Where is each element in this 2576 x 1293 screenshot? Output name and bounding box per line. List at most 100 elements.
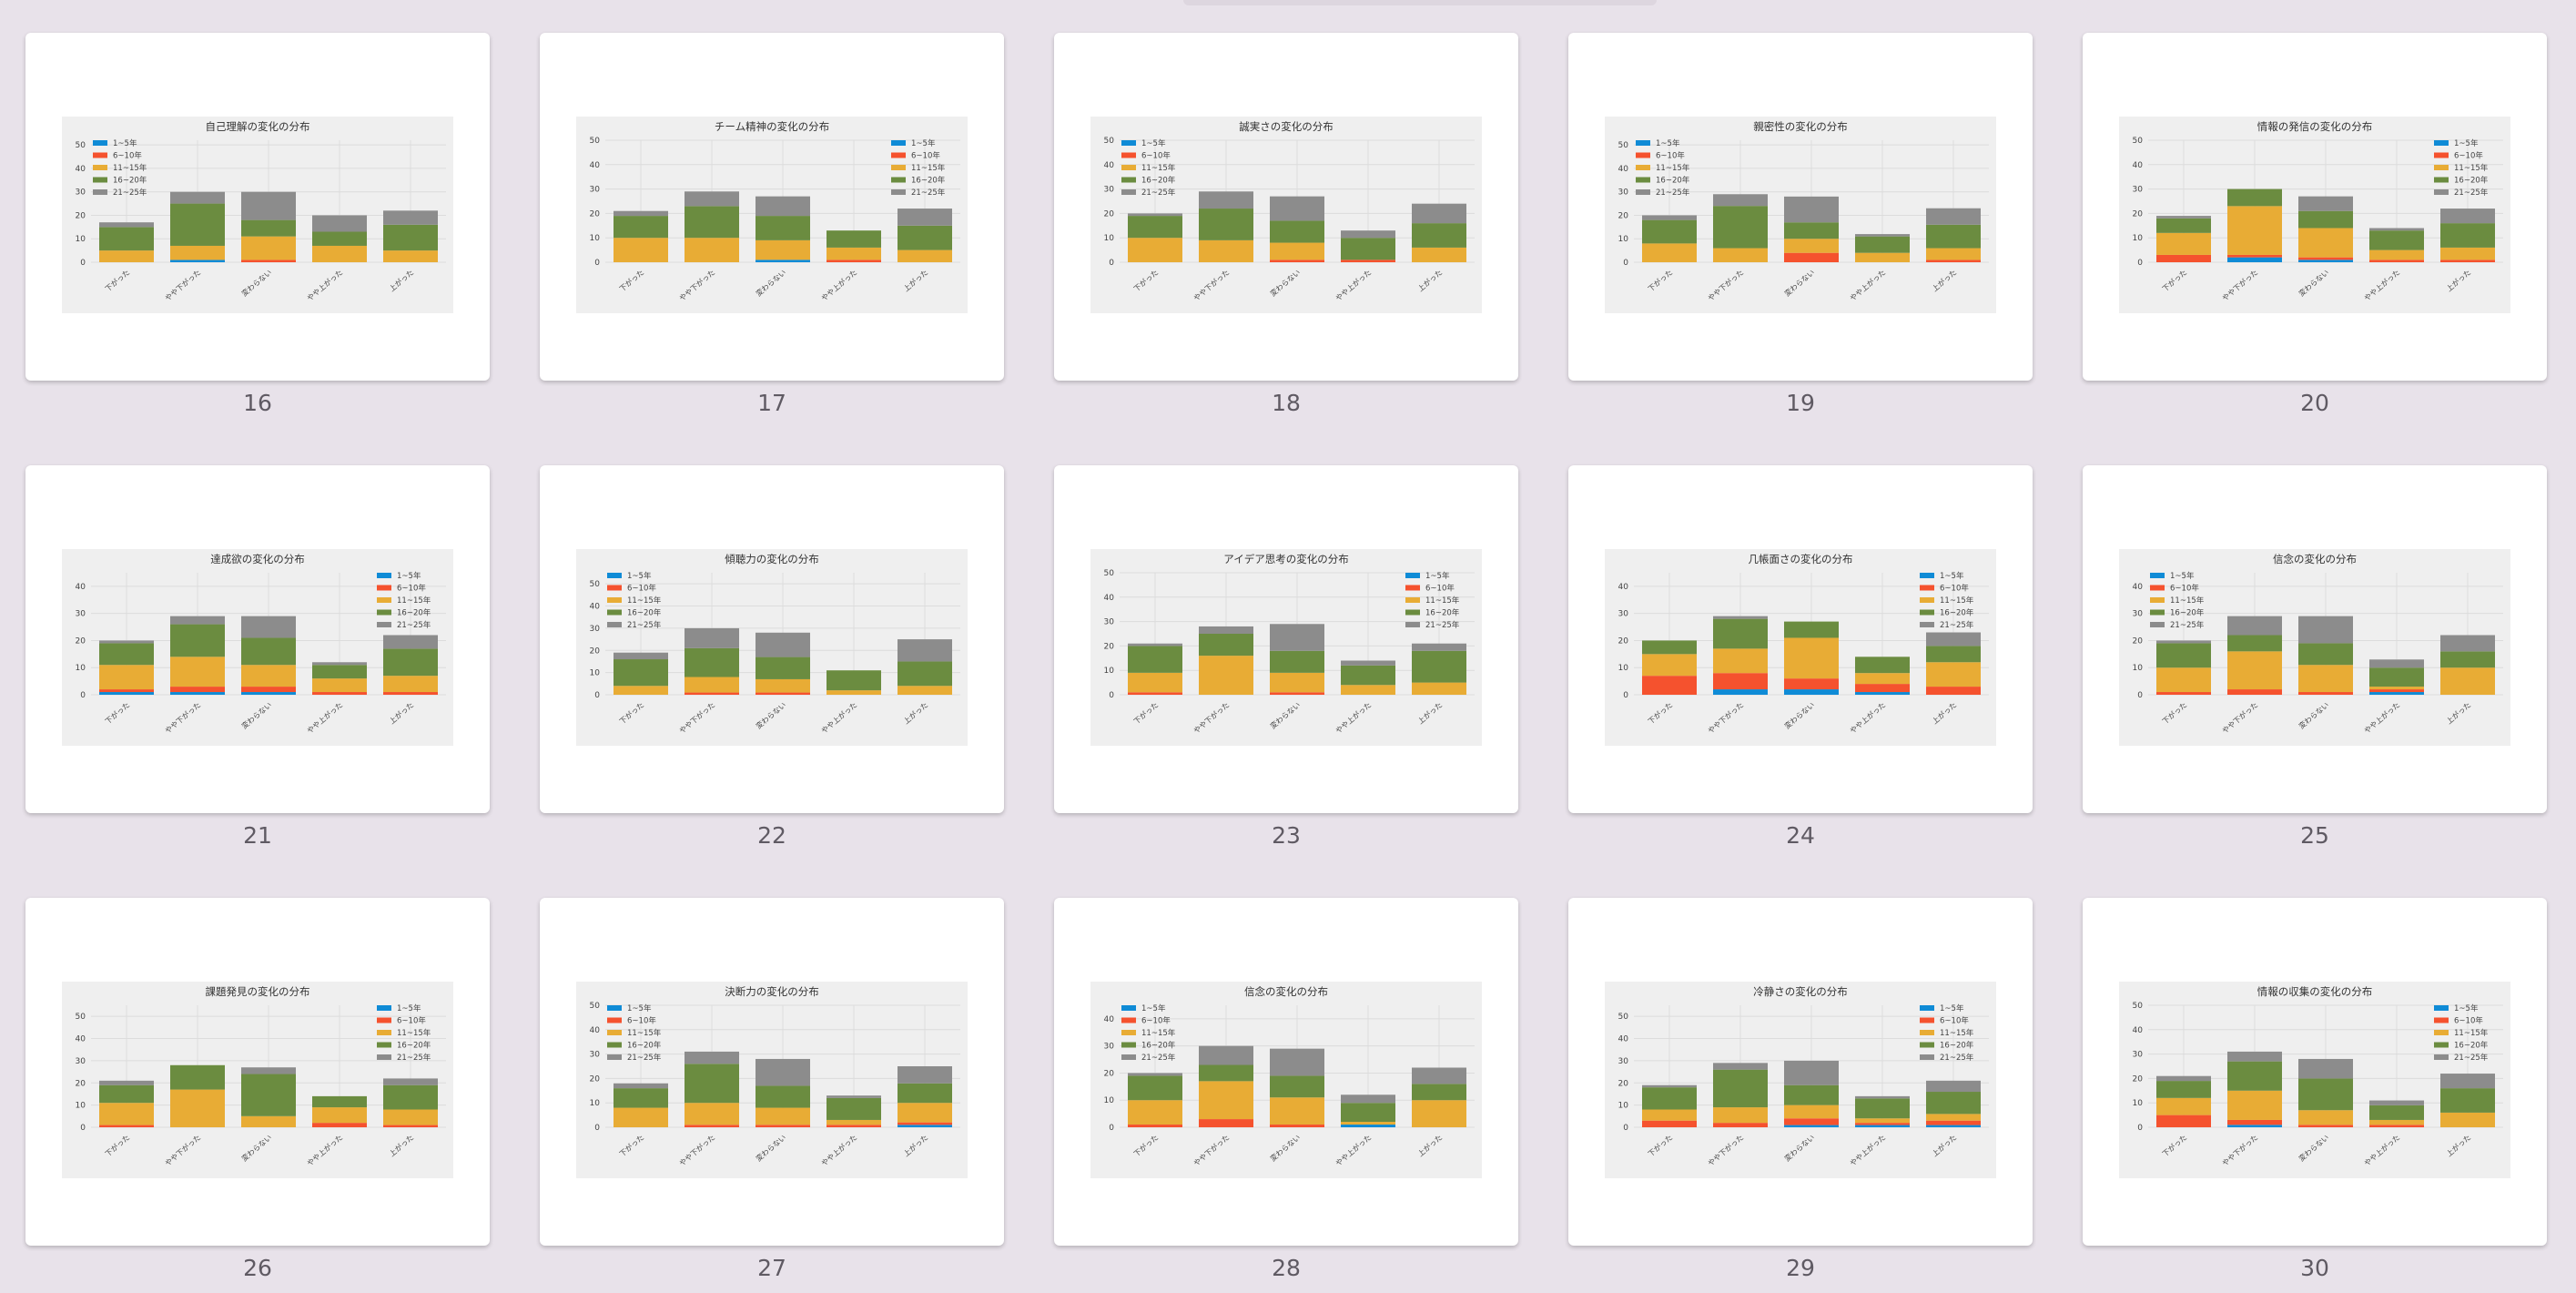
slide-thumbnail[interactable]: 0 10 20 30 40 50 親密性の変化の分布 下がった やや下がった 変わらない やや上がっ…: [1568, 33, 2033, 381]
legend-label: 11~15年: [627, 596, 662, 606]
bar-segment: [2369, 1100, 2424, 1105]
legend-swatch: [377, 1042, 391, 1048]
y-tick-label: 40: [1618, 583, 1629, 592]
bar-segment: [1713, 689, 1768, 695]
y-tick-label: 0: [594, 1124, 600, 1133]
slide-thumbnail[interactable]: 0 10 20 30 40 信念の変化の分布 下がった やや下がった 変わらない やや上がった 上が…: [2083, 465, 2547, 813]
y-tick-label: 20: [76, 1079, 86, 1088]
y-tick-label: 10: [2133, 234, 2144, 243]
bar-segment: [2227, 1061, 2282, 1091]
bar-segment: [2440, 1074, 2495, 1089]
legend-label: 1~5年: [397, 1003, 421, 1013]
slide-thumbnail[interactable]: 0 10 20 30 40 50 誠実さの変化の分布 下がった やや下がった 変わらない やや上がっ…: [1054, 33, 1518, 381]
bar-segment: [1642, 215, 1697, 220]
slide-thumbnail[interactable]: 0 10 20 30 40 50 情報の発信の変化の分布 下がった やや下がった 変わらない やや上…: [2083, 33, 2547, 381]
bar-segment: [170, 624, 225, 657]
bar-segment: [99, 250, 154, 262]
slide-thumbnail[interactable]: 0 10 20 30 40 50 アイデア思考の変化の分布 下がった やや下がった 変わらない やや…: [1054, 465, 1518, 813]
legend-swatch: [1121, 189, 1136, 195]
slide-thumbnail[interactable]: 0 10 20 30 40 達成欲の変化の分布 下がった やや下がった 変わらない やや上がった上…: [25, 465, 490, 813]
y-tick-label: 0: [80, 259, 86, 268]
legend-label: 11~15年: [2454, 163, 2489, 173]
bar-segment: [1855, 657, 1910, 674]
bar-segment: [1784, 621, 1839, 638]
slide-thumbnail[interactable]: 0 10 20 30 40 50 冷静さの変化の分布 下がった やや下がった 変わらない やや上がっ…: [1568, 898, 2033, 1246]
y-tick-label: 20: [1618, 1079, 1629, 1088]
chart: 0 10 20 30 40 50 アイデア思考の変化の分布 下がった やや下がった 変わらない やや…: [1090, 549, 1482, 746]
bar-segment: [1855, 234, 1910, 237]
legend-label: 11~15年: [1940, 1028, 1974, 1038]
bar-segment: [1855, 1118, 1910, 1124]
slide-thumbnail[interactable]: 0 10 20 30 40 50 情報の収集の変化の分布 下がった やや下がった 変わらない やや上…: [2083, 898, 2547, 1246]
legend-swatch: [93, 152, 107, 158]
y-tick-label: 20: [76, 211, 86, 220]
slide-thumbnail[interactable]: 0 10 20 30 40 几帳面さの変化の分布 下がった やや下がった 変わらない やや上がった…: [1568, 465, 2033, 813]
bar-segment: [898, 1083, 952, 1104]
bar-segment: [1713, 194, 1768, 207]
bar-segment: [1642, 1087, 1697, 1110]
bar-segment: [1642, 1084, 1697, 1088]
bar-segment: [2298, 643, 2353, 666]
bar-segment: [383, 1125, 438, 1127]
legend-swatch: [1121, 152, 1136, 158]
chart: 0 10 20 30 40 達成欲の変化の分布 下がった やや下がった 変わらない やや上がった上…: [62, 549, 453, 746]
legend-label: 16~20年: [2454, 176, 2489, 186]
legend-swatch: [1920, 573, 1934, 578]
bar-segment: [1642, 676, 1697, 695]
legend-swatch: [1405, 622, 1420, 627]
legend-label: 16~20年: [1656, 176, 1690, 186]
bar-segment: [312, 1123, 367, 1127]
legend-label: 11~15年: [1141, 163, 1176, 173]
bar-segment: [241, 687, 296, 693]
bar-segment: [1128, 1075, 1182, 1101]
bar-segment: [2369, 249, 2424, 260]
bar-segment: [241, 219, 296, 237]
bar-segment: [1642, 654, 1697, 677]
slide-number: 20: [2300, 390, 2329, 416]
slide-thumbnail[interactable]: 0 10 20 30 40 50 自己理解の変化の分布 下がった やや下がった 変わらない やや上が…: [25, 33, 490, 381]
slide-thumbnail[interactable]: 0 10 20 30 40 50 チーム精神の変化の分布 下がった やや下がった 変わらない やや上…: [540, 33, 1004, 381]
bar-segment: [1713, 1107, 1768, 1124]
slide-thumbnail[interactable]: 0 10 20 30 40 50 課題発見の変化の分布 下がった やや下がった 変わらない やや上が…: [25, 898, 490, 1246]
legend-label: 21~25年: [113, 188, 147, 198]
y-tick-label: 20: [1104, 209, 1115, 219]
chart-title: 傾聴力の変化の分布: [725, 553, 819, 565]
legend-swatch: [1920, 1042, 1934, 1048]
bar-segment: [1270, 220, 1324, 243]
bar-segment: [685, 1051, 739, 1064]
bar-segment: [2227, 1125, 2282, 1127]
top-shadow: [1183, 0, 1657, 5]
bar-segment: [1341, 1122, 1395, 1125]
bar-segment: [1784, 1125, 1839, 1127]
legend-swatch: [2150, 585, 2165, 591]
legend-label: 16~20年: [627, 1041, 662, 1051]
legend-swatch: [2434, 165, 2449, 170]
legend-swatch: [1636, 152, 1650, 158]
bar-segment: [2156, 1075, 2211, 1082]
bar-segment: [1784, 222, 1839, 239]
legend-swatch: [2150, 622, 2165, 627]
legend-swatch: [93, 140, 107, 146]
bar-segment: [170, 260, 225, 262]
y-tick-label: 20: [590, 209, 601, 219]
legend-swatch: [2434, 189, 2449, 195]
legend-swatch: [1405, 597, 1420, 603]
bar-segment: [2298, 228, 2353, 258]
slide-number: 23: [1272, 822, 1301, 849]
bar-segment: [2298, 665, 2353, 693]
bar-segment: [99, 227, 154, 251]
bar-segment: [1128, 646, 1182, 673]
legend-swatch: [1121, 165, 1136, 170]
bar-segment: [2369, 1119, 2424, 1125]
bar-segment: [685, 1103, 739, 1125]
y-tick-label: 10: [76, 664, 86, 673]
y-tick-label: 50: [76, 141, 86, 150]
slide-thumbnail[interactable]: 0 10 20 30 40 50 決断力の変化の分布 下がった やや下がった 変わらない やや上がっ…: [540, 898, 1004, 1246]
bar-segment: [312, 662, 367, 666]
slide-thumbnail[interactable]: 0 10 20 30 40 信念の変化の分布 下がった やや下がった 変わらない やや上がった 上が…: [1054, 898, 1518, 1246]
bar-segment: [2298, 196, 2353, 211]
bar-segment: [241, 236, 296, 260]
slide-number: 19: [1786, 390, 1815, 416]
slide-thumbnail[interactable]: 0 10 20 30 40 50 傾聴力の変化の分布 下がった やや下がった 変わらない やや上がっ…: [540, 465, 1004, 813]
y-tick-label: 0: [1109, 259, 1114, 268]
